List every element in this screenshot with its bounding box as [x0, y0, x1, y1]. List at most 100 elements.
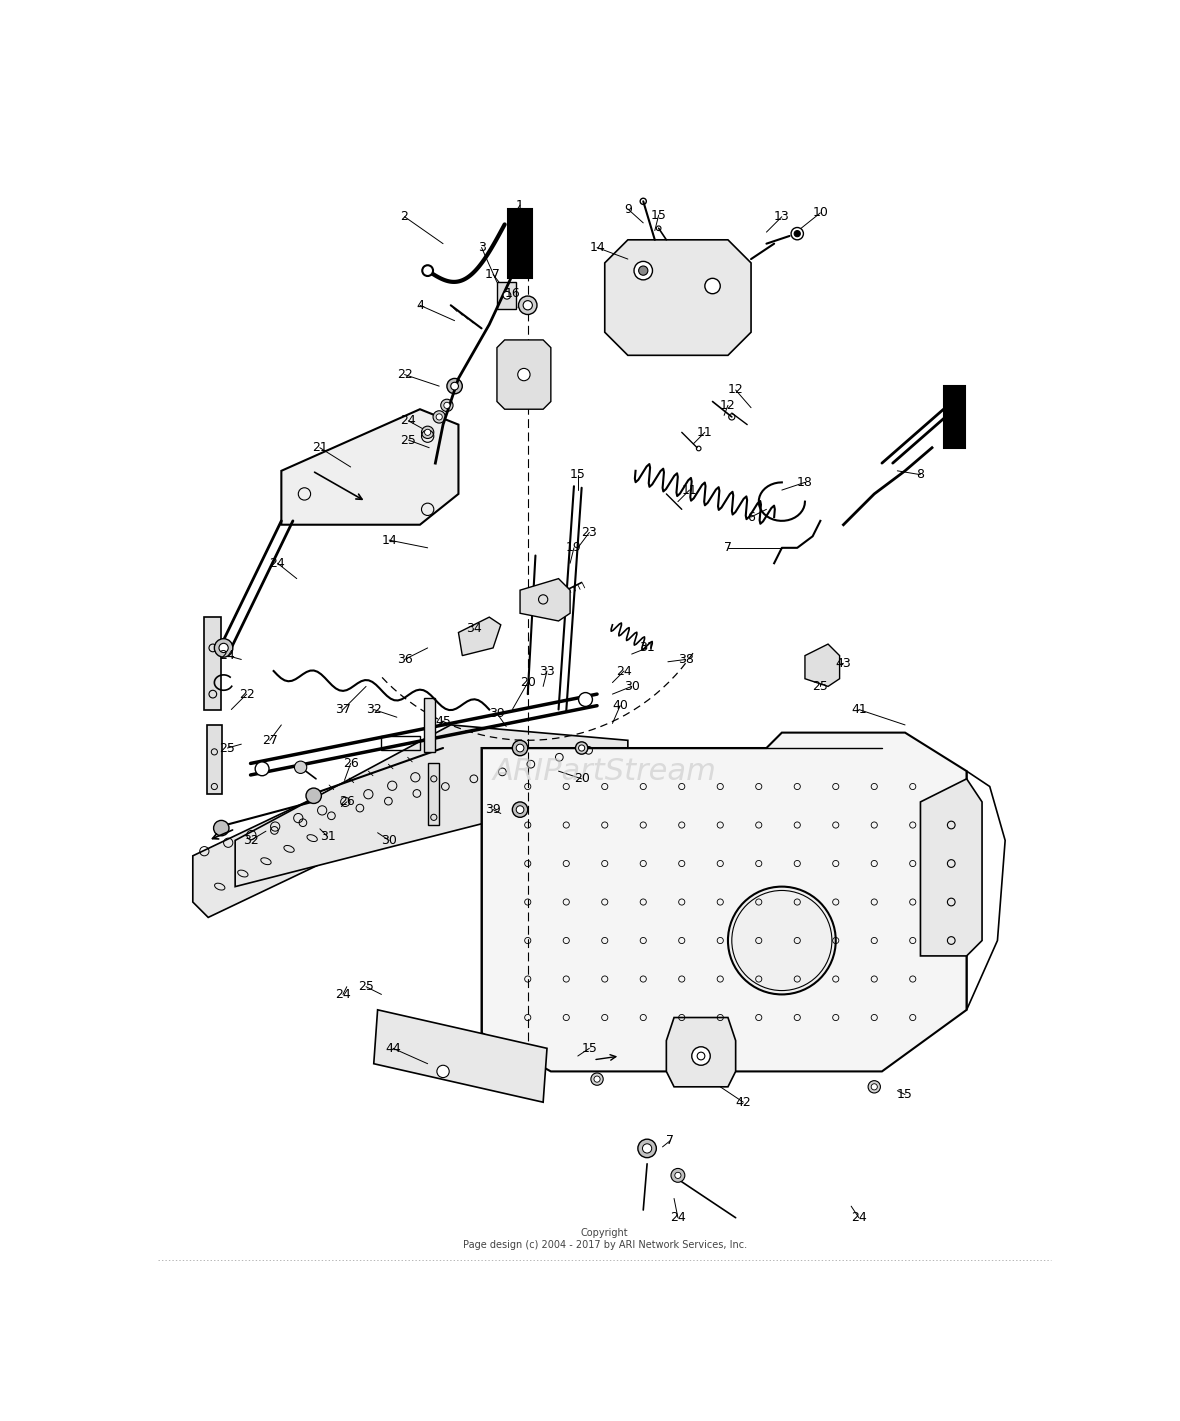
- Circle shape: [219, 644, 228, 652]
- Circle shape: [512, 801, 527, 817]
- Circle shape: [447, 378, 463, 394]
- Text: 24: 24: [269, 557, 286, 570]
- Text: 15: 15: [650, 209, 667, 222]
- Circle shape: [306, 789, 321, 803]
- Circle shape: [871, 1084, 878, 1090]
- Text: 14: 14: [589, 242, 605, 254]
- Text: 22: 22: [238, 688, 255, 701]
- Text: 11: 11: [682, 483, 697, 496]
- Text: 30: 30: [381, 834, 398, 847]
- Text: 26: 26: [342, 757, 359, 770]
- Text: 10: 10: [812, 206, 828, 219]
- Text: 8: 8: [917, 468, 924, 482]
- Text: Page design (c) 2004 - 2017 by ARI Network Services, Inc.: Page design (c) 2004 - 2017 by ARI Netwo…: [463, 1239, 747, 1249]
- Text: 11: 11: [697, 426, 713, 439]
- Polygon shape: [497, 340, 551, 409]
- Text: 24: 24: [851, 1211, 867, 1225]
- Text: 45: 45: [435, 715, 451, 728]
- Circle shape: [691, 1047, 710, 1066]
- Circle shape: [578, 692, 592, 706]
- Text: 43: 43: [835, 657, 851, 669]
- Circle shape: [794, 230, 800, 237]
- Text: 14: 14: [381, 534, 396, 547]
- Text: 39: 39: [489, 706, 505, 720]
- Text: 7: 7: [725, 541, 732, 554]
- Text: 15: 15: [582, 1042, 597, 1054]
- Text: 15: 15: [570, 468, 585, 482]
- Text: 17: 17: [485, 269, 502, 281]
- Polygon shape: [805, 644, 840, 686]
- Text: 38: 38: [677, 654, 694, 666]
- Circle shape: [516, 806, 524, 813]
- Polygon shape: [192, 740, 451, 918]
- Circle shape: [868, 1080, 880, 1093]
- Circle shape: [425, 429, 431, 435]
- Text: 24: 24: [219, 649, 235, 662]
- Circle shape: [576, 742, 588, 755]
- Text: 12: 12: [728, 384, 743, 396]
- Text: 19: 19: [566, 541, 582, 554]
- Text: 25: 25: [400, 433, 417, 446]
- Text: 33: 33: [539, 665, 555, 678]
- Text: 31: 31: [320, 830, 335, 843]
- Text: Copyright: Copyright: [581, 1228, 629, 1238]
- Bar: [944, 387, 965, 448]
- Polygon shape: [459, 617, 500, 655]
- Text: 39: 39: [485, 803, 502, 816]
- Text: 3: 3: [478, 242, 485, 254]
- Polygon shape: [481, 733, 966, 1071]
- Bar: [427, 763, 439, 826]
- Circle shape: [591, 1073, 603, 1086]
- Polygon shape: [520, 578, 570, 621]
- Circle shape: [512, 740, 527, 756]
- Text: 40: 40: [612, 699, 628, 712]
- Circle shape: [523, 301, 532, 310]
- Text: 16: 16: [505, 287, 520, 300]
- Circle shape: [437, 1066, 450, 1077]
- Text: 2: 2: [401, 210, 408, 223]
- Polygon shape: [374, 1010, 548, 1103]
- Circle shape: [675, 1172, 681, 1178]
- Circle shape: [215, 638, 232, 657]
- Circle shape: [516, 745, 524, 752]
- Bar: [204, 617, 222, 709]
- Circle shape: [503, 291, 511, 298]
- Text: 42: 42: [735, 1096, 752, 1108]
- Circle shape: [671, 1168, 684, 1182]
- Text: 24: 24: [400, 415, 417, 428]
- Circle shape: [422, 266, 433, 276]
- Circle shape: [704, 279, 720, 294]
- Polygon shape: [667, 1017, 735, 1087]
- Text: 37: 37: [335, 703, 350, 716]
- Bar: [509, 209, 532, 279]
- Circle shape: [791, 227, 804, 240]
- Circle shape: [444, 402, 450, 408]
- Circle shape: [433, 411, 445, 423]
- Text: 5: 5: [959, 388, 966, 401]
- Text: 7: 7: [667, 1134, 674, 1147]
- Polygon shape: [235, 725, 628, 887]
- Circle shape: [578, 745, 585, 752]
- Text: 12: 12: [720, 399, 736, 412]
- Circle shape: [634, 261, 653, 280]
- Bar: [424, 698, 435, 752]
- Text: 20: 20: [573, 773, 590, 786]
- Circle shape: [518, 296, 537, 314]
- Circle shape: [295, 762, 307, 773]
- Text: 27: 27: [262, 733, 277, 747]
- Text: 32: 32: [366, 703, 381, 716]
- Text: 18: 18: [796, 476, 813, 489]
- Text: 32: 32: [243, 834, 258, 847]
- Circle shape: [214, 820, 229, 836]
- Text: 36: 36: [396, 654, 413, 666]
- Circle shape: [638, 266, 648, 276]
- Text: 25: 25: [219, 742, 235, 755]
- Polygon shape: [604, 240, 750, 355]
- Text: 23: 23: [582, 526, 597, 539]
- Circle shape: [642, 1144, 651, 1152]
- Circle shape: [518, 368, 530, 381]
- Text: 4: 4: [417, 298, 424, 311]
- Text: 13: 13: [774, 210, 789, 223]
- Circle shape: [728, 887, 835, 995]
- Text: 31: 31: [640, 641, 655, 655]
